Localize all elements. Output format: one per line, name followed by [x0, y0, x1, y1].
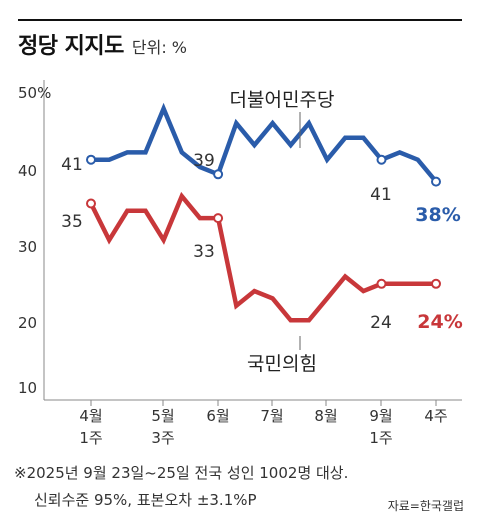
x-ticks: [90, 400, 437, 406]
x-tick-label: 9월: [369, 407, 392, 425]
x-tick-label: 4월: [79, 407, 102, 425]
series-point: [213, 169, 224, 180]
x-tick-label: 4주: [424, 407, 447, 425]
x-tick-sublabel: 1주: [369, 429, 392, 447]
series-point: [376, 278, 387, 289]
y-tick-20: 20: [18, 314, 37, 332]
series-layer: [86, 102, 441, 323]
dem-end-label: 38%: [415, 204, 460, 226]
chart-unit: 단위: %: [131, 38, 187, 57]
x-tick-label: 6월: [206, 407, 229, 425]
line-chart: 50% 40 30 20 10 4월 1주 5월 3주 6월 7월 8월 9월 …: [18, 80, 463, 447]
top-rule: [18, 19, 462, 21]
ppp-end-label: 24%: [417, 311, 462, 333]
dem-label-start: 41: [61, 155, 83, 175]
x-tick-label: 8월: [314, 407, 337, 425]
series-line-0: [91, 102, 438, 184]
y-tick-50: 50%: [18, 84, 51, 102]
series-point: [431, 278, 441, 289]
x-tick-label: 7월: [260, 407, 283, 425]
series-line-1: [88, 191, 436, 323]
source-credit: 자료=한국갤럽: [387, 499, 464, 513]
footnote-line-1: ※2025년 9월 23일~25일 전국 성인 1002명 대상.: [14, 464, 349, 482]
series-point: [431, 176, 441, 187]
dem-label-june: 39: [193, 151, 215, 171]
chart-title: 정당 지지도: [18, 34, 124, 59]
y-tick-10: 10: [18, 379, 37, 397]
y-tick-40: 40: [18, 162, 37, 180]
dem-label-sep: 41: [370, 185, 392, 205]
ppp-series-name: 국민의힘: [247, 353, 317, 375]
x-tick-sublabel: 1주: [79, 429, 102, 447]
footnote-line-2: 신뢰수준 95%, 표본오차 ±3.1%P: [34, 491, 257, 509]
series-point: [86, 154, 96, 165]
series-point: [213, 213, 224, 224]
series-point: [86, 198, 96, 209]
x-tick-sublabel: 3주: [151, 429, 174, 447]
y-tick-30: 30: [18, 238, 37, 256]
ppp-label-sep: 24: [370, 313, 392, 333]
series-point: [376, 154, 387, 165]
ppp-label-start: 35: [61, 212, 83, 232]
title-row: 정당 지지도 단위: %: [18, 28, 187, 60]
x-tick-label: 5월: [151, 407, 174, 425]
dem-series-name: 더불어민주당: [230, 89, 335, 111]
ppp-label-june: 33: [193, 242, 215, 262]
